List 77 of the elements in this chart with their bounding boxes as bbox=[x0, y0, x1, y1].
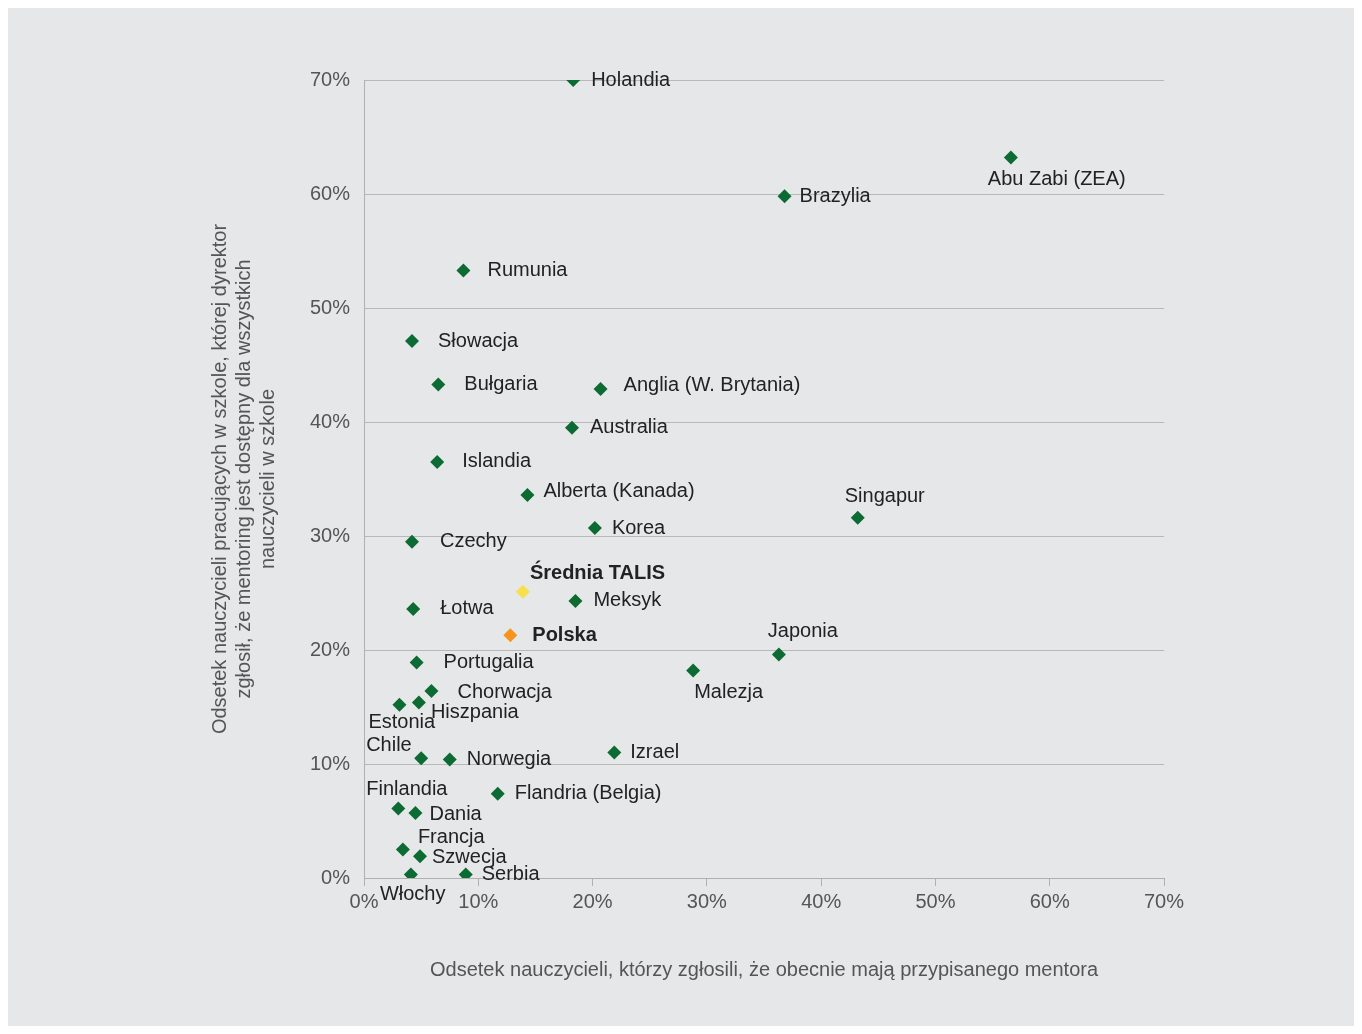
point bbox=[490, 786, 505, 801]
series-label: Czechy bbox=[440, 529, 507, 552]
point bbox=[424, 684, 439, 699]
y-tick-label: 40% bbox=[310, 409, 351, 432]
point bbox=[686, 663, 701, 678]
series-label: Brazylia bbox=[799, 183, 872, 206]
series-label: Korea bbox=[611, 515, 667, 538]
y-tick-label: 60% bbox=[310, 181, 351, 204]
point bbox=[405, 334, 420, 349]
y-tick-label: 0% bbox=[321, 865, 351, 888]
series-label: Norwegia bbox=[466, 746, 553, 769]
point bbox=[411, 695, 426, 710]
series-label: Meksyk bbox=[593, 588, 663, 611]
series-label: Finlandia bbox=[366, 776, 449, 799]
series-label: Singapur bbox=[844, 484, 926, 507]
series-label: Średnia TALIS bbox=[529, 560, 666, 584]
point bbox=[503, 628, 518, 643]
series-label: Polska bbox=[532, 622, 598, 645]
x-tick-label: 30% bbox=[686, 889, 728, 912]
y-tick-label: 20% bbox=[310, 637, 351, 660]
series-label: Bułgaria bbox=[464, 371, 539, 394]
series-label: Japonia bbox=[767, 619, 839, 642]
series-label: Islandia bbox=[462, 449, 532, 472]
point bbox=[392, 697, 407, 712]
series-label: Izrael bbox=[630, 740, 680, 763]
x-tick-label: 20% bbox=[572, 889, 613, 912]
series-label: Abu Zabi (ZEA) bbox=[987, 167, 1126, 190]
x-tick-label: 10% bbox=[458, 889, 499, 912]
point bbox=[568, 593, 583, 608]
point bbox=[515, 584, 530, 599]
y-tick-label: 70% bbox=[310, 67, 351, 90]
series-label: Flandria (Belgia) bbox=[514, 781, 662, 804]
x-tick-label: 0% bbox=[349, 889, 379, 912]
series-label: Słowacja bbox=[438, 328, 519, 351]
y-tick-label: 10% bbox=[310, 751, 351, 774]
point bbox=[587, 521, 602, 536]
point bbox=[771, 647, 786, 662]
point bbox=[408, 806, 423, 821]
point bbox=[593, 381, 608, 396]
point bbox=[607, 745, 622, 760]
x-tick-label: 70% bbox=[1143, 889, 1185, 912]
series-label: Dania bbox=[429, 801, 483, 824]
x-axis-title: Odsetek nauczycieli, którzy zgłosili, że obecnie mają przypisanego mentora bbox=[429, 957, 1099, 980]
point bbox=[520, 487, 535, 502]
series-label: Łotwa bbox=[440, 596, 495, 619]
point bbox=[405, 534, 420, 549]
point bbox=[395, 842, 410, 857]
x-tick-label: 50% bbox=[915, 889, 956, 912]
series-label: Włochy bbox=[379, 882, 446, 905]
point bbox=[430, 454, 445, 469]
point bbox=[391, 801, 406, 816]
series-label: Australia bbox=[590, 415, 669, 438]
y-tick-label: 50% bbox=[310, 295, 351, 318]
point bbox=[1003, 150, 1018, 165]
point bbox=[456, 263, 471, 278]
y-axis-title: Odsetek nauczycieli pracujących w szkole, której dyrektor zgłosił, że mentoring jest dostępny dla wszystkich nauczycieli w szkole bbox=[207, 223, 278, 735]
x-tick-label: 60% bbox=[1029, 889, 1070, 912]
point bbox=[406, 601, 421, 616]
series-label: Chile bbox=[366, 732, 412, 755]
x-tick-label: 40% bbox=[801, 889, 842, 912]
point bbox=[442, 752, 457, 767]
series-label: Alberta (Kanada) bbox=[543, 479, 695, 502]
series-label: Chorwacja bbox=[457, 679, 553, 702]
series-label: Francja bbox=[417, 825, 486, 848]
point bbox=[414, 751, 429, 766]
y-tick-label: 30% bbox=[310, 523, 351, 546]
point bbox=[409, 655, 424, 670]
point bbox=[565, 420, 580, 435]
series-label: Malezja bbox=[694, 680, 764, 703]
series-label: Holandia bbox=[591, 67, 671, 90]
point bbox=[850, 510, 865, 525]
series-label: Rumunia bbox=[487, 257, 569, 280]
series-label: Anglia (W. Brytania) bbox=[623, 373, 801, 396]
point bbox=[413, 849, 428, 864]
series-label: Portugalia bbox=[443, 650, 535, 673]
point bbox=[777, 189, 792, 204]
point bbox=[431, 377, 446, 392]
